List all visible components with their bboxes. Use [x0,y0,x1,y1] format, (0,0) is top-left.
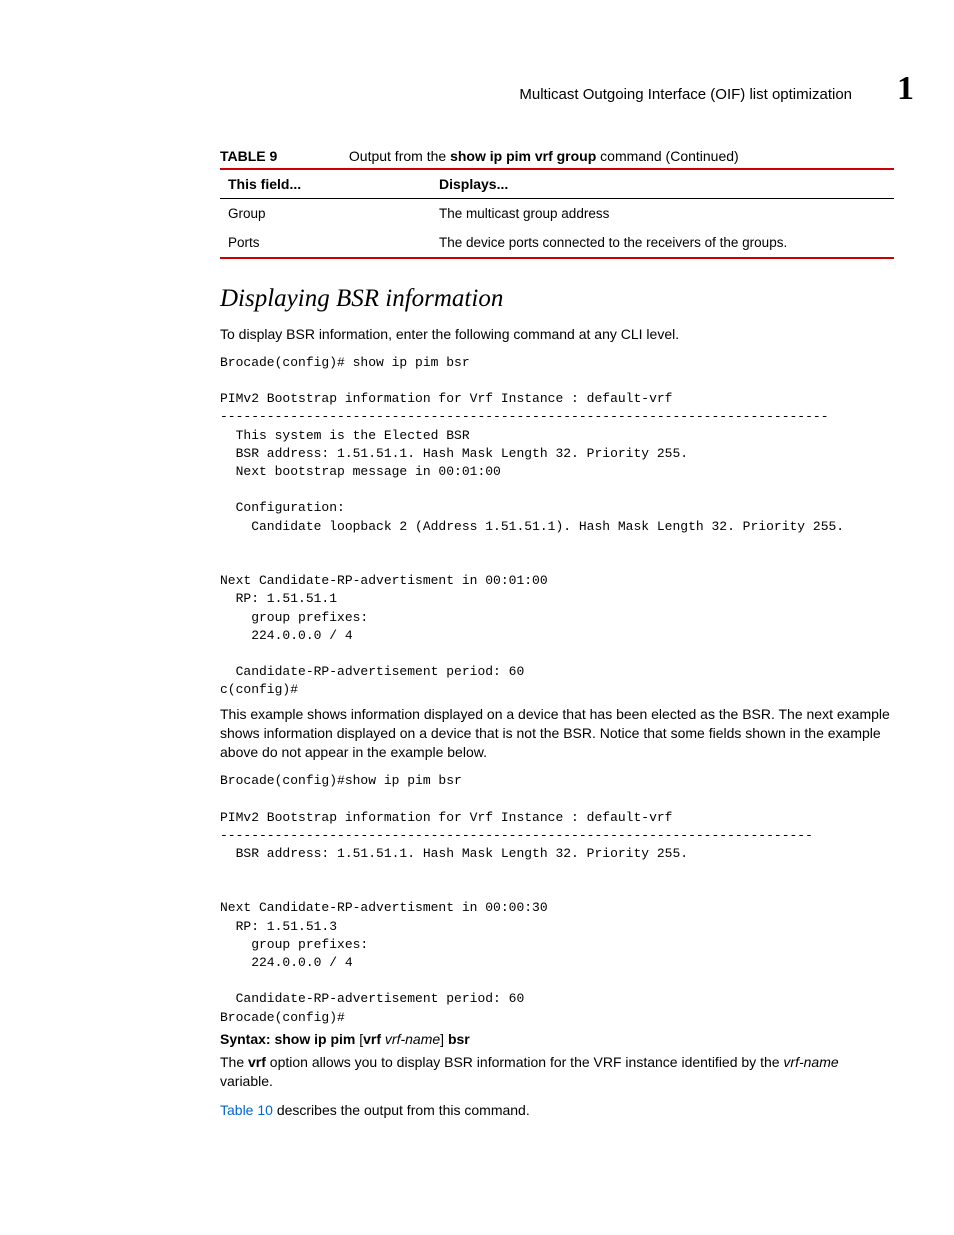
table-title: Output from the show ip pim vrf group co… [349,148,739,164]
table-col-header-displays: Displays... [431,169,894,199]
table-caption: TABLE 9 Output from the show ip pim vrf … [220,148,894,164]
vrf-paragraph: The vrf option allows you to display BSR… [220,1053,894,1091]
table-col-header-field: This field... [220,169,431,199]
table-10-link[interactable]: Table 10 [220,1102,273,1118]
table-row: Ports The device ports connected to the … [220,228,894,258]
table-row: Group The multicast group address [220,199,894,229]
table-link-rest: describes the output from this command. [273,1102,530,1118]
vrf-para-2: option allows you to display BSR informa… [266,1054,784,1070]
vrf-para-italic: vrf-name [783,1054,838,1070]
document-page: Multicast Outgoing Interface (OIF) list … [0,0,954,1235]
syntax-vrf-name: vrf-name [381,1031,440,1047]
syntax-bsr: bsr [448,1031,470,1047]
intro-paragraph: To display BSR information, enter the fo… [220,325,894,344]
syntax-line: Syntax: show ip pim [vrf vrf-name] bsr [220,1031,894,1047]
table-title-suffix: command (Continued) [596,148,738,164]
header-title: Multicast Outgoing Interface (OIF) list … [519,86,852,103]
page-header: Multicast Outgoing Interface (OIF) list … [30,70,914,108]
syntax-bracket-close: ] [440,1031,448,1047]
syntax-cmd: show ip pim [274,1031,355,1047]
table-cell-desc: The multicast group address [431,199,894,229]
syntax-label: Syntax: [220,1031,271,1047]
table-cell-field: Group [220,199,431,229]
mid-paragraph: This example shows information displayed… [220,705,894,762]
vrf-para-bold: vrf [248,1054,266,1070]
table-cell-field: Ports [220,228,431,258]
table-header-row: This field... Displays... [220,169,894,199]
code-block-1: Brocade(config)# show ip pim bsr PIMv2 B… [220,354,894,700]
table-link-paragraph: Table 10 describes the output from this … [220,1101,894,1120]
table-label: TABLE 9 [220,148,345,164]
syntax-vrf: vrf [363,1031,381,1047]
table-title-prefix: Output from the [349,148,450,164]
output-table: This field... Displays... Group The mult… [220,168,894,259]
table-cell-desc: The device ports connected to the receiv… [431,228,894,258]
vrf-para-3: variable. [220,1073,273,1089]
chapter-number: 1 [897,70,914,108]
vrf-para-1: The [220,1054,248,1070]
section-heading: Displaying BSR information [220,285,894,313]
code-block-2: Brocade(config)#show ip pim bsr PIMv2 Bo… [220,772,894,1027]
main-content: TABLE 9 Output from the show ip pim vrf … [220,148,894,1119]
table-title-cmd: show ip pim vrf group [450,148,596,164]
syntax-bracket-open: [ [355,1031,363,1047]
